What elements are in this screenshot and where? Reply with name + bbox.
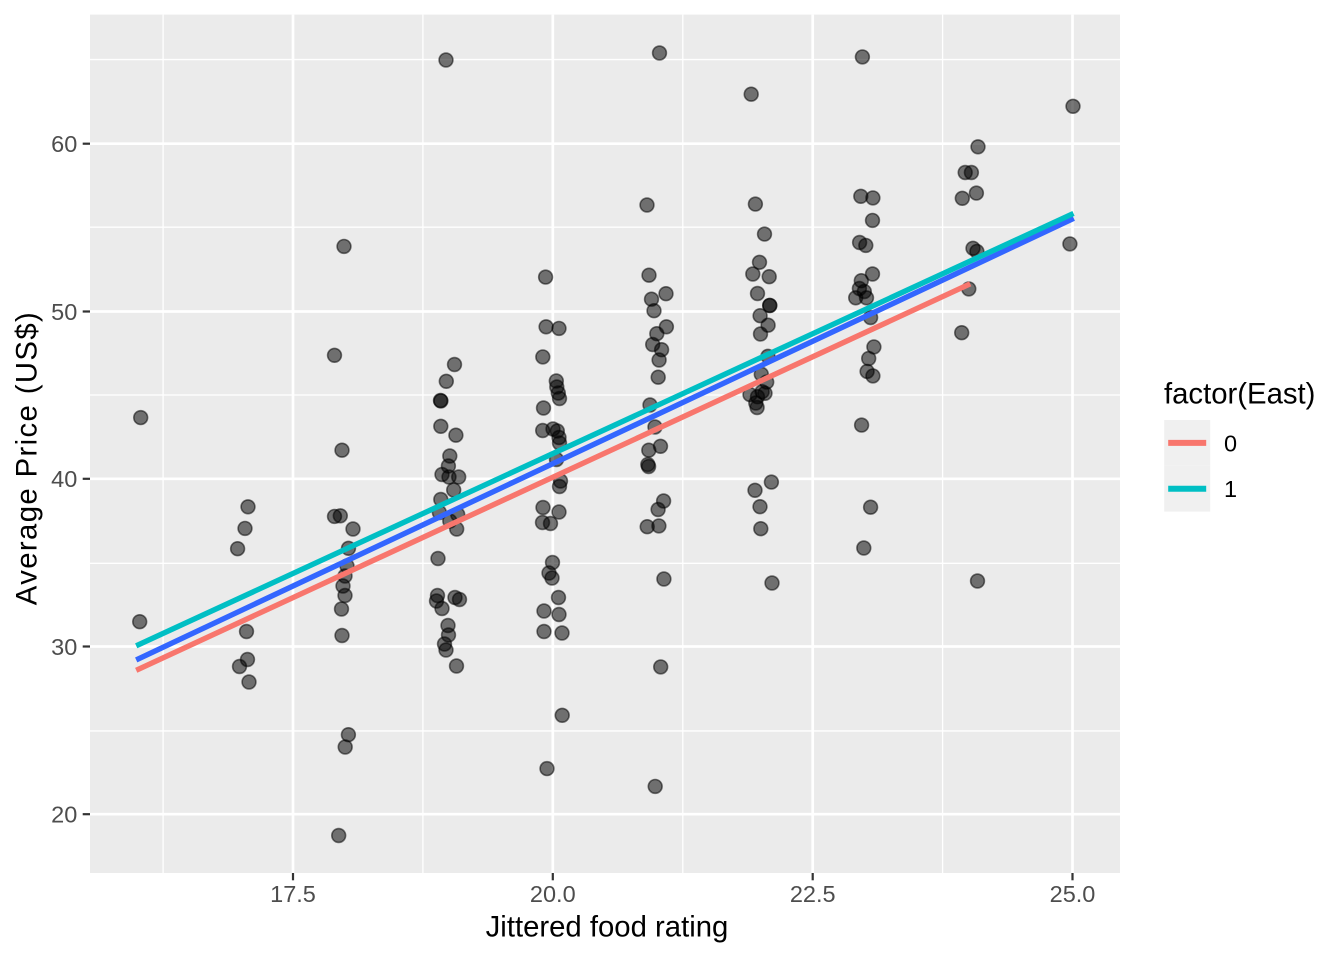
svg-text:20: 20 <box>51 802 77 828</box>
svg-text:Jittered food rating: Jittered food rating <box>486 910 729 943</box>
svg-text:1: 1 <box>1224 476 1237 502</box>
svg-text:factor(East): factor(East) <box>1164 377 1315 410</box>
svg-text:17.5: 17.5 <box>270 881 316 907</box>
svg-text:25.0: 25.0 <box>1050 881 1096 907</box>
svg-text:Average Price (US$): Average Price (US$) <box>11 312 44 605</box>
svg-text:40: 40 <box>51 466 77 492</box>
svg-text:50: 50 <box>51 299 77 325</box>
svg-text:0: 0 <box>1224 430 1237 456</box>
svg-text:30: 30 <box>51 634 77 660</box>
svg-text:60: 60 <box>51 131 77 157</box>
svg-text:20.0: 20.0 <box>530 881 576 907</box>
svg-text:22.5: 22.5 <box>790 881 836 907</box>
